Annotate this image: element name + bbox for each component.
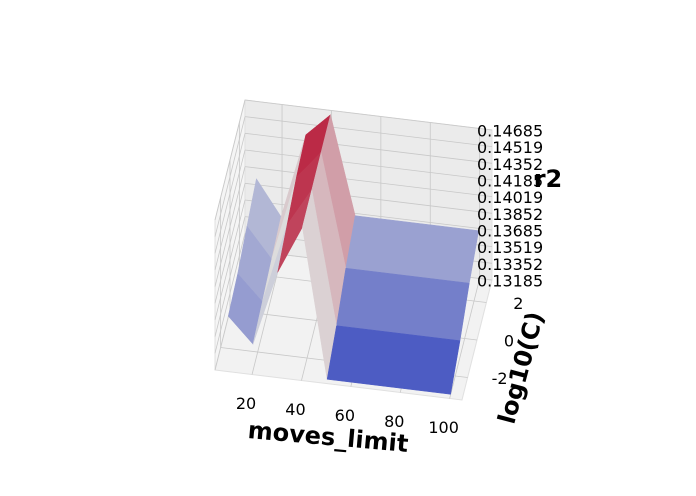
z-grid-line: [214, 183, 246, 304]
x-tick-label: 100: [428, 418, 459, 437]
surface-patch: [326, 325, 461, 395]
z-grid-line: [244, 116, 493, 147]
z-grid-line: [244, 132, 493, 164]
z-tick-label: 0.14352: [477, 155, 543, 174]
surface: [228, 114, 479, 395]
z-tick-label: 0.14185: [477, 172, 543, 191]
z-tick-label: 0.13685: [477, 222, 543, 241]
x-tick-label: 20: [236, 394, 256, 413]
z-grid-line: [244, 182, 493, 214]
z-grid-line: [214, 166, 246, 287]
z-tick-label: 0.13185: [477, 272, 543, 291]
z-grid-line: [214, 133, 246, 254]
x-tick-label: 60: [335, 406, 355, 425]
z-grid-line: [214, 199, 246, 321]
z-grid-line: [214, 99, 246, 221]
z-tick-label: 0.14519: [477, 138, 543, 157]
z-grid-line: [244, 166, 493, 197]
z-grid-line: [214, 149, 246, 271]
z-grid-line: [214, 233, 246, 354]
y-tick-label: 0: [504, 332, 514, 351]
z-tick-label: 0.13352: [477, 255, 543, 274]
z-grid-line: [214, 116, 246, 237]
z-tick-label: 0.14019: [477, 188, 543, 207]
tick-labels: 20 40 60 80 100-2020.131850.133520.135190.13…: [236, 122, 543, 438]
z-axis-label: r2: [534, 165, 563, 193]
z-grid-line: [214, 216, 246, 337]
y-tick-label: 2: [513, 294, 523, 313]
z-tick-label: 0.13852: [477, 205, 543, 224]
y-axis-label: log10(C): [493, 309, 550, 427]
x-tick-label: 80: [384, 412, 404, 431]
x-tick-label: 40: [285, 400, 305, 419]
z-grid-line: [244, 149, 493, 181]
z-tick-label: 0.14685: [477, 122, 543, 141]
z-tick-label: 0.13519: [477, 238, 543, 257]
y-tick-label: -2: [492, 369, 508, 388]
z-grid-line: [244, 99, 493, 131]
